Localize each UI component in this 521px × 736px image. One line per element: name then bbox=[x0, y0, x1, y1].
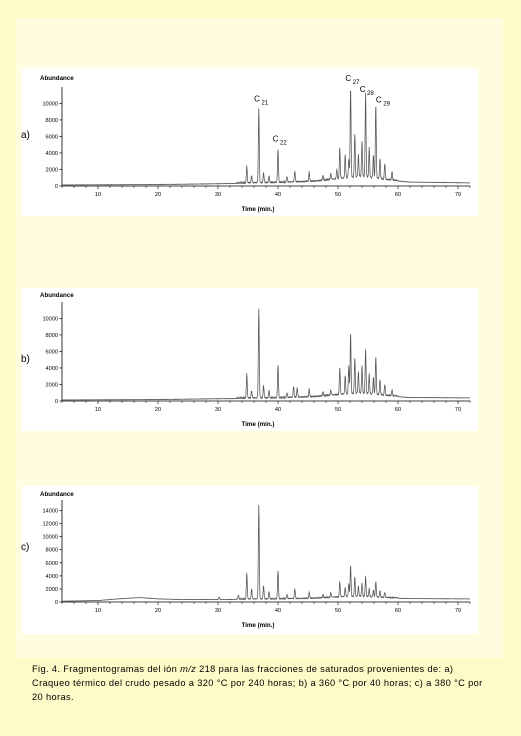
x-tick-label: 50 bbox=[335, 608, 341, 614]
x-tick-label: 30 bbox=[215, 608, 221, 614]
y-tick-label: 8000 bbox=[46, 548, 58, 554]
y-tick-label: 10000 bbox=[42, 316, 58, 322]
peak-label-letter: C bbox=[376, 96, 382, 105]
x-tick-label: 30 bbox=[215, 407, 221, 413]
x-tick-label: 40 bbox=[275, 608, 281, 614]
x-tick-label: 70 bbox=[455, 407, 461, 413]
y-tick-label: 6000 bbox=[46, 561, 58, 567]
x-tick-label: 60 bbox=[395, 407, 401, 413]
figure-caption: Fig. 4. Fragmentogramas del ión m/z 218 … bbox=[32, 662, 492, 704]
caption-part-1: Fig. 4. Fragmentogramas del ión bbox=[32, 664, 181, 674]
chromatogram-trace bbox=[61, 504, 471, 602]
peak-label-letter: C bbox=[273, 134, 279, 143]
caption-part-3: 218 para las fracciones de saturados pro… bbox=[32, 664, 483, 702]
y-tick-label: 6000 bbox=[46, 349, 58, 355]
peak-label-letter: C bbox=[360, 85, 366, 94]
y-tick-label: 2000 bbox=[46, 382, 58, 388]
peak-label: C 21 bbox=[254, 95, 269, 107]
x-tick-label: 20 bbox=[155, 192, 161, 198]
y-tick-label: 4000 bbox=[46, 151, 58, 157]
panel-label-c: c) bbox=[21, 542, 30, 553]
y-tick-label: 0 bbox=[55, 600, 58, 606]
peak-label-subscript: 28 bbox=[367, 90, 374, 97]
y-tick-label: 4000 bbox=[46, 366, 58, 372]
y-tick-label: 4000 bbox=[46, 574, 58, 580]
x-axis-label: Time (min.) bbox=[242, 622, 275, 629]
peak-label-letter: C bbox=[345, 74, 351, 83]
chromatogram-a: Abundance 0 2000 4000 6000 8000 10000 10 20 30 40 5… bbox=[40, 74, 471, 213]
x-tick-label: 50 bbox=[335, 407, 341, 413]
caption-part-2: m/z bbox=[180, 664, 197, 674]
chromatogram-c: Abundance 0 2000 4000 6000 8000 10000 12000 1400… bbox=[40, 491, 471, 629]
y-axis-label: Abundance bbox=[40, 491, 74, 498]
y-tick-label: 8000 bbox=[46, 333, 58, 339]
x-tick-label: 10 bbox=[95, 192, 101, 198]
peak-label: C 29 bbox=[376, 96, 391, 108]
x-tick-label: 20 bbox=[155, 407, 161, 413]
panel-b: Abundance 0 2000 4000 6000 8000 10000 10 20 30 40 5… bbox=[22, 288, 478, 431]
chromatogram-trace bbox=[61, 308, 471, 401]
x-tick-label: 20 bbox=[155, 608, 161, 614]
peak-label-subscript: 22 bbox=[280, 139, 287, 146]
x-tick-label: 40 bbox=[275, 192, 281, 198]
x-tick-label: 60 bbox=[395, 608, 401, 614]
panel-c: Abundance 0 2000 4000 6000 8000 10000 12000 1400… bbox=[22, 486, 478, 634]
peak-label-letter: C bbox=[254, 95, 260, 104]
x-tick-label: 50 bbox=[335, 192, 341, 198]
y-tick-label: 6000 bbox=[46, 134, 58, 140]
x-axis-label: Time (min.) bbox=[242, 421, 275, 428]
x-tick-label: 30 bbox=[215, 192, 221, 198]
y-tick-label: 14000 bbox=[42, 509, 58, 515]
chromatogram-b: Abundance 0 2000 4000 6000 8000 10000 10 20 30 40 5… bbox=[40, 292, 471, 428]
x-tick-label: 70 bbox=[455, 608, 461, 614]
y-tick-label: 12000 bbox=[42, 522, 58, 528]
y-axis-label: Abundance bbox=[40, 292, 74, 299]
y-tick-label: 0 bbox=[55, 184, 58, 190]
peak-label: C 27 bbox=[345, 74, 360, 86]
panel-label-a: a) bbox=[21, 130, 30, 141]
peak-label: C 28 bbox=[360, 85, 375, 97]
y-axis-label: Abundance bbox=[40, 75, 74, 82]
y-tick-label: 2000 bbox=[46, 167, 58, 173]
x-axis-label: Time (min.) bbox=[242, 206, 275, 213]
x-tick-label: 70 bbox=[455, 192, 461, 198]
x-tick-label: 40 bbox=[275, 407, 281, 413]
y-tick-label: 10000 bbox=[42, 535, 58, 541]
peak-label-subscript: 29 bbox=[383, 101, 390, 108]
peak-label: C 22 bbox=[273, 134, 288, 146]
y-tick-label: 0 bbox=[55, 399, 58, 405]
y-tick-label: 8000 bbox=[46, 118, 58, 124]
peak-label-subscript: 21 bbox=[261, 100, 268, 107]
x-tick-label: 10 bbox=[95, 608, 101, 614]
peak-label-subscript: 27 bbox=[353, 79, 360, 86]
panel-a: Abundance 0 2000 4000 6000 8000 10000 10 20 30 40 5… bbox=[22, 68, 478, 216]
y-tick-label: 2000 bbox=[46, 587, 58, 593]
chromatogram-trace bbox=[61, 90, 471, 186]
panel-label-b: b) bbox=[21, 354, 30, 365]
y-tick-label: 10000 bbox=[42, 101, 58, 107]
x-tick-label: 10 bbox=[95, 407, 101, 413]
x-tick-label: 60 bbox=[395, 192, 401, 198]
